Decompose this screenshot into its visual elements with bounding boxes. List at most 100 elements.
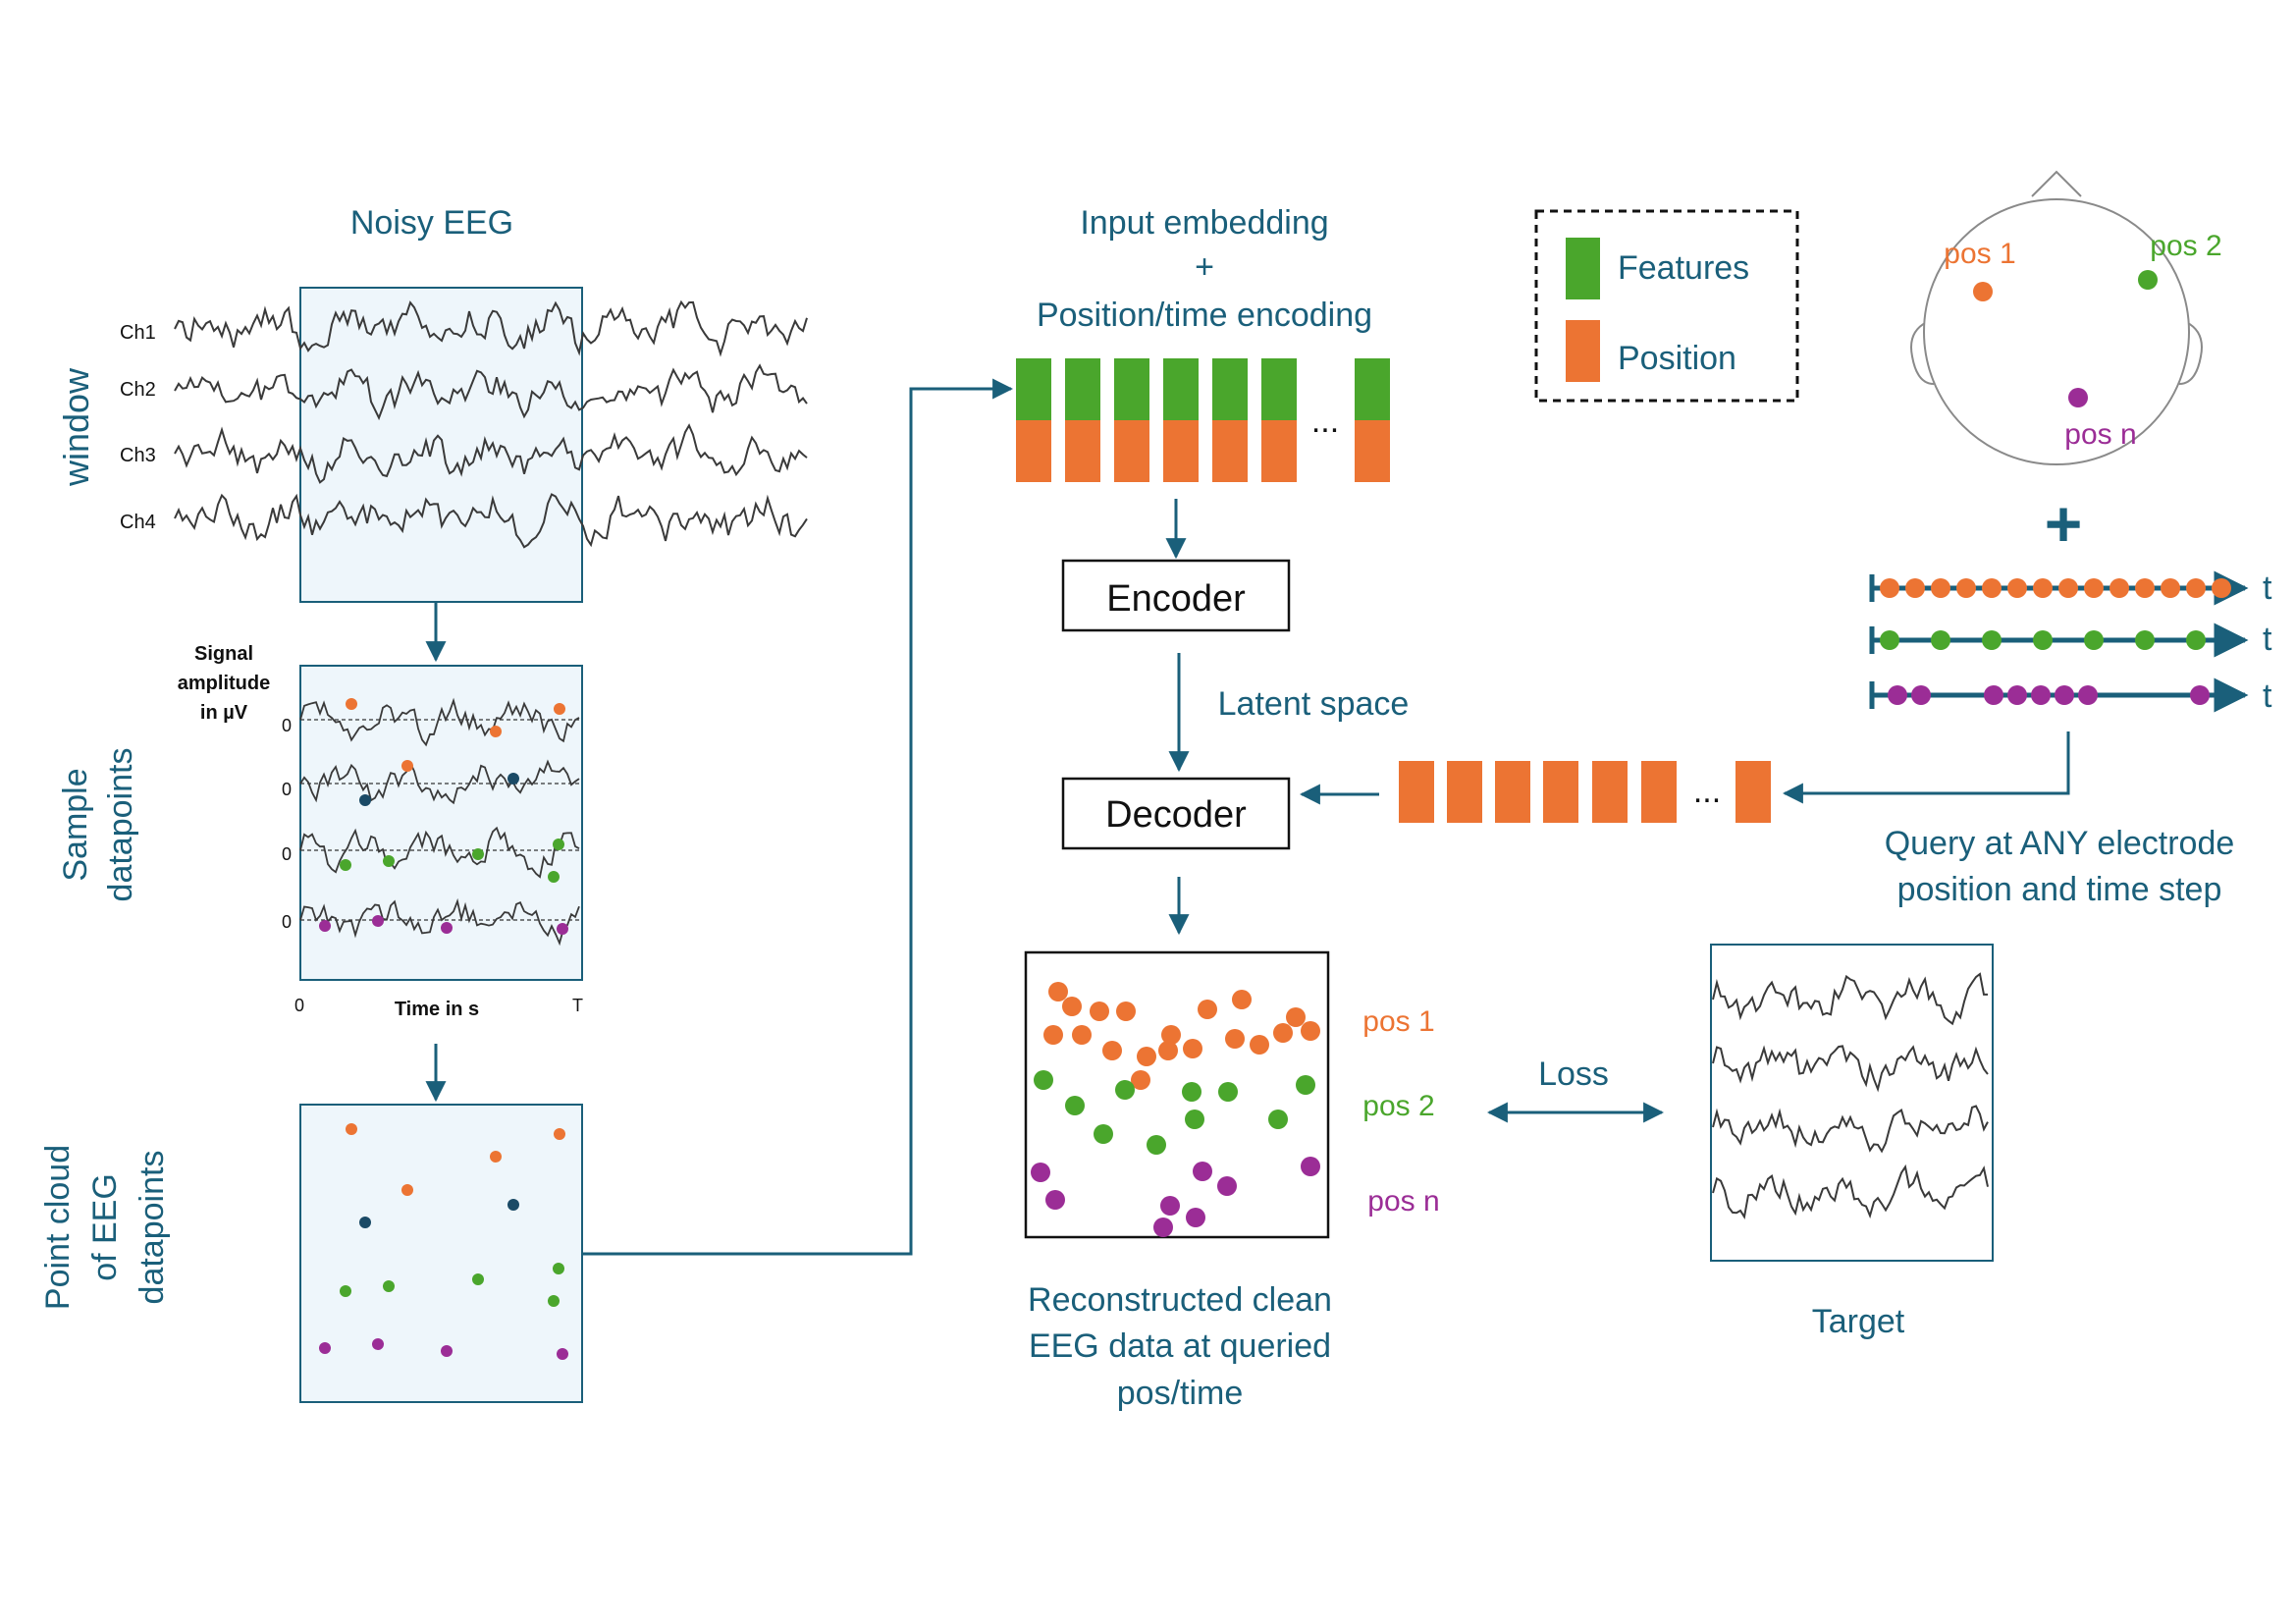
time-sample-point <box>2109 578 2129 598</box>
time-sample-point <box>2084 630 2104 650</box>
cloud-point <box>346 1123 357 1135</box>
sample-side-label-2: datapoints <box>102 748 139 902</box>
reconstructed-point <box>1131 1070 1150 1090</box>
token-feature <box>1065 358 1100 420</box>
channel-label-2: Ch2 <box>120 379 156 401</box>
reconstructed-point <box>1065 1096 1085 1115</box>
time-sample-point <box>2186 578 2206 598</box>
cloud-point <box>507 1199 519 1211</box>
sample-wave-3 <box>299 826 580 879</box>
time-axis-t-3: t <box>2263 677 2272 715</box>
time-sample-point <box>2084 578 2104 598</box>
head-pos-n-label: pos n <box>2064 418 2136 451</box>
time-sample-point <box>1911 685 1931 705</box>
time-sample-point <box>2190 685 2210 705</box>
query-token <box>1543 761 1578 823</box>
token-feature <box>1355 358 1390 420</box>
token-position <box>1016 420 1051 482</box>
loss-label: Loss <box>1538 1056 1609 1093</box>
sample-side-label-1: Sample <box>57 768 94 881</box>
ylabel-line-3: in µV <box>200 702 248 724</box>
eeg-wave-3 <box>174 423 808 484</box>
cloud-point <box>554 1128 565 1140</box>
sample-wave-2 <box>299 759 580 805</box>
legend-features-label: Features <box>1618 249 1749 287</box>
legend-position-swatch <box>1566 320 1600 382</box>
sample-point <box>441 922 453 934</box>
query-ellipsis: ... <box>1693 773 1721 810</box>
reconstructed-point <box>1048 982 1068 1001</box>
embedding-title-3: Position/time encoding <box>1037 297 1372 334</box>
sample-points <box>319 698 568 935</box>
time-sample-point <box>1905 578 1925 598</box>
reconstructed-point <box>1116 1001 1136 1021</box>
recon-pos-2-label: pos 2 <box>1362 1090 1434 1122</box>
sample-point <box>372 915 384 927</box>
time-sample-point <box>1984 685 2003 705</box>
cloud-point <box>490 1151 502 1163</box>
reconstructed-point <box>1062 997 1082 1016</box>
decoder-label: Decoder <box>1105 794 1247 836</box>
sample-point <box>490 726 502 737</box>
cloud-point <box>383 1280 395 1292</box>
reconstructed-point <box>1268 1110 1288 1129</box>
reconstructed-point <box>1217 1176 1237 1196</box>
embedding-title-1: Input embedding <box>1080 204 1328 242</box>
query-time-lines <box>1869 570 2249 713</box>
electrode-pos-n <box>2068 388 2088 407</box>
query-token <box>1592 761 1628 823</box>
time-sample-point <box>2055 685 2074 705</box>
embedding-title-2: + <box>1195 248 1214 286</box>
time-sample-point <box>2031 685 2051 705</box>
reconstructed-point <box>1186 1208 1205 1227</box>
x-end-label: T <box>572 996 583 1015</box>
point-cloud-panel <box>299 1104 583 1403</box>
channel-label-3: Ch3 <box>120 445 156 466</box>
query-token <box>1447 761 1482 823</box>
reconstructed-point <box>1193 1162 1212 1181</box>
sample-point <box>359 794 371 806</box>
channel-label-4: Ch4 <box>120 512 156 533</box>
query-caption-1: Query at ANY electrode <box>1885 825 2235 862</box>
head-plus-sign: + <box>2045 487 2083 560</box>
cloud-point <box>553 1263 564 1274</box>
sample-waveforms <box>299 697 580 947</box>
reconstructed-point <box>1137 1047 1156 1066</box>
time-sample-point <box>2033 630 2053 650</box>
zero-tick-4: 0 <box>282 912 292 932</box>
query-token <box>1735 761 1771 823</box>
caption-line-3: pos/time <box>1117 1375 1244 1412</box>
token-position <box>1114 420 1149 482</box>
reconstructed-point <box>1034 1070 1053 1090</box>
reconstructed-point <box>1301 1021 1320 1041</box>
time-sample-point <box>1880 578 1899 598</box>
noisy-eeg-waveforms <box>174 299 808 549</box>
recon-pos-n-label: pos n <box>1367 1185 1439 1218</box>
token-position <box>1212 420 1248 482</box>
sample-point <box>507 773 519 785</box>
cloud-point <box>441 1345 453 1357</box>
reconstructed-point <box>1250 1035 1269 1055</box>
arrow-timeline-to-query <box>1782 731 2070 804</box>
sample-point <box>346 698 357 710</box>
cloud-point <box>372 1338 384 1350</box>
query-token <box>1495 761 1530 823</box>
time-sample-point <box>2135 630 2155 650</box>
time-sample-point <box>2007 578 2027 598</box>
cloud-point <box>359 1217 371 1228</box>
ylabel-line-2: amplitude <box>178 673 270 694</box>
eeg-title: Noisy EEG <box>350 204 513 242</box>
reconstructed-point <box>1045 1190 1065 1210</box>
cloud-point <box>557 1348 568 1360</box>
query-token <box>1641 761 1677 823</box>
eeg-wave-2 <box>174 363 808 421</box>
token-position <box>1355 420 1390 482</box>
query-token <box>1399 761 1434 823</box>
token-position <box>1261 420 1297 482</box>
electrode-pos-2 <box>2138 270 2158 290</box>
reconstructed-point <box>1198 1000 1217 1019</box>
caption-line-1: Reconstructed clean <box>1028 1281 1332 1319</box>
sample-point <box>401 760 413 772</box>
cloud-point <box>401 1184 413 1196</box>
